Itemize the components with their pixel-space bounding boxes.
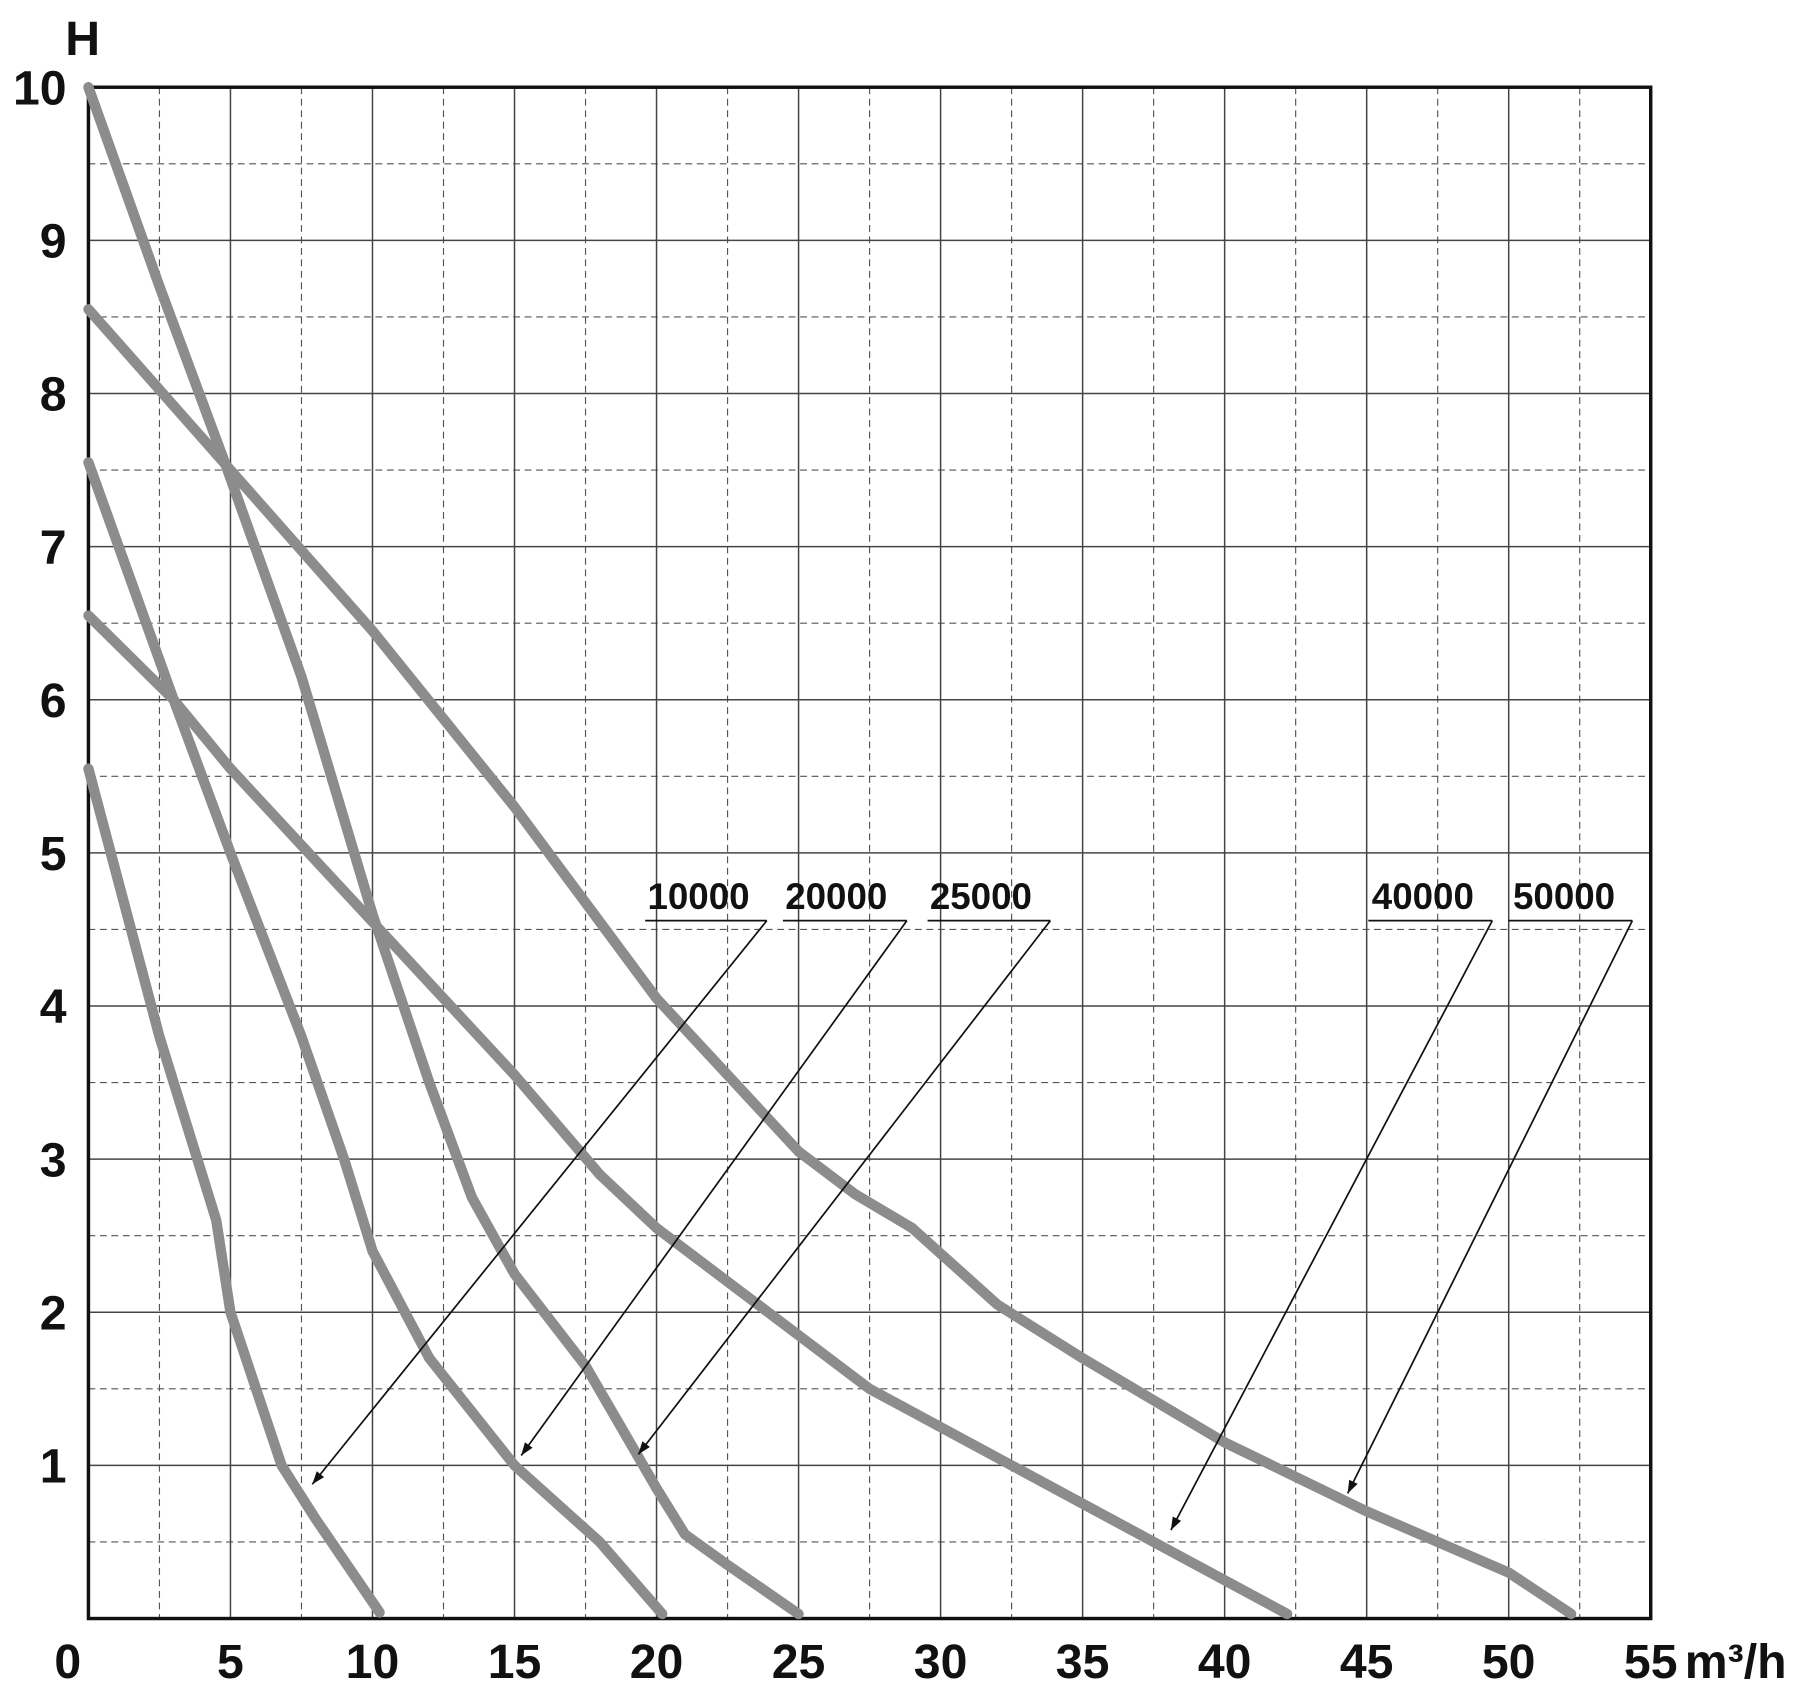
leader-line (637, 920, 1052, 1455)
x-tick-label: 0 (54, 1635, 81, 1689)
y-tick-label: 8 (40, 368, 67, 422)
curve (83, 763, 385, 1618)
x-tick-label: 30 (914, 1635, 968, 1689)
x-tick-label: 10 (346, 1635, 400, 1689)
leader-line (1170, 920, 1494, 1531)
arrow-head (312, 1471, 325, 1485)
series-label: 20000 (785, 876, 887, 917)
x-tick-label: 50 (1482, 1635, 1536, 1689)
series-label: 50000 (1513, 876, 1615, 917)
curve (83, 304, 1577, 1620)
leader-line (311, 920, 768, 1485)
arrow-head (638, 1441, 650, 1455)
y-tick-label: 9 (40, 215, 67, 269)
y-tick-label: 4 (40, 980, 67, 1034)
y-tick-label: 10 (13, 61, 67, 115)
x-tick-label: 45 (1340, 1635, 1394, 1689)
series-label: 10000 (647, 876, 749, 917)
plot-frame (86, 85, 1653, 1621)
x-tick-label: 5 (217, 1635, 244, 1689)
x-tick-label: 15 (488, 1635, 542, 1689)
x-axis-label: m³/h (1685, 1635, 1787, 1689)
y-tick-label: 6 (40, 674, 67, 728)
series-label: 40000 (1372, 876, 1474, 917)
series-label: 25000 (930, 876, 1032, 917)
curve (83, 610, 1293, 1620)
arrow-head (1347, 1479, 1358, 1494)
leader-line (520, 920, 908, 1457)
leader-line (1346, 920, 1634, 1494)
curve (83, 457, 668, 1620)
x-tick-label: 35 (1056, 1635, 1110, 1689)
x-tick-label: 20 (630, 1635, 684, 1689)
y-axis-label: H (65, 12, 100, 66)
y-tick-label: 7 (40, 521, 67, 575)
arrow-head (1170, 1516, 1182, 1531)
x-tick-label: 25 (772, 1635, 826, 1689)
x-tick-label: 55 (1624, 1635, 1678, 1689)
x-tick-label: 40 (1198, 1635, 1252, 1689)
arrow-head (521, 1442, 533, 1456)
y-tick-label: 2 (40, 1286, 67, 1340)
y-tick-label: 1 (40, 1440, 67, 1494)
y-tick-label: 5 (40, 827, 67, 881)
y-tick-label: 3 (40, 1133, 67, 1187)
